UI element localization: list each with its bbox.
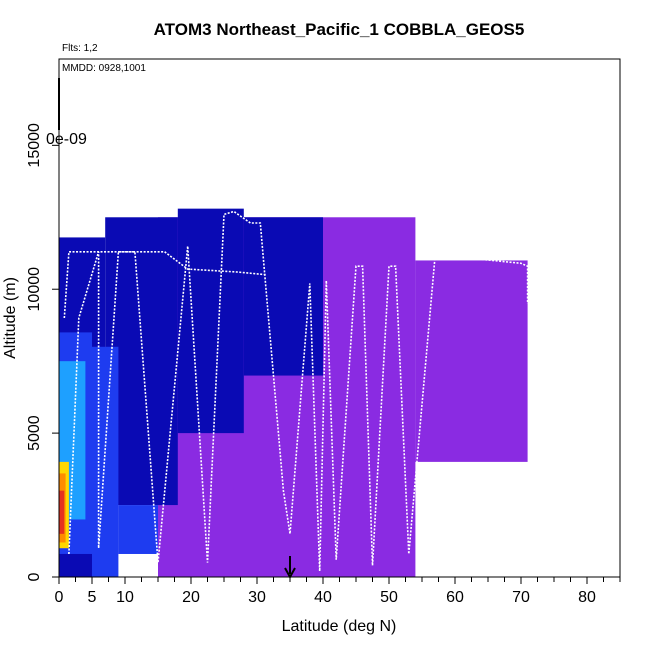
heatmap-field [59,208,528,577]
field-cell-4 [243,217,323,376]
flight-track-2 [68,251,267,555]
x-tick-label-3: 20 [182,589,200,606]
x-tick-label-2: 10 [116,589,134,606]
field-cell-1 [415,260,528,462]
x-tick-label-5: 40 [314,589,332,606]
dates-label: MMDD: 0928,1001 [62,63,146,74]
x-axis: 0 5 10 20 30 40 50 60 70 80 [55,577,621,606]
y-tick-label-2: 10000 [26,267,43,312]
y-tick-label-1: 5000 [26,415,43,451]
field-cell-7 [92,346,119,577]
marker-head [284,567,296,580]
flights-label: Flts: 1,2 [62,43,98,54]
x-tick-label-1: 5 [88,589,97,606]
y-tick-label-0: 0 [26,572,43,581]
y-axis: 0 5000 10000 15000 [26,123,59,581]
field-cell-12 [59,490,65,534]
y-axis-label: Altitude (m) [2,277,19,359]
field-cell-3 [177,208,244,434]
chart-title: ATOM3 Northeast_Pacific_1 COBBLA_GEOS5 [154,20,525,39]
flight-track-layer [63,210,529,572]
y-tick-label-3: 15000 [26,123,43,168]
flight-track-1 [63,210,529,572]
x-axis-label: Latitude (deg N) [282,618,397,635]
x-tick-label-9: 80 [578,589,596,606]
x-tick-label-4: 30 [248,589,266,606]
latitude-marker-arrow [284,556,296,580]
x-tick-label-7: 60 [446,589,464,606]
x-tick-label-6: 50 [380,589,398,606]
field-cell-8 [118,505,158,554]
colorbar-label: 0e-09 [46,131,87,148]
x-tick-label-8: 70 [512,589,530,606]
x-tick-label-0: 0 [55,589,64,606]
